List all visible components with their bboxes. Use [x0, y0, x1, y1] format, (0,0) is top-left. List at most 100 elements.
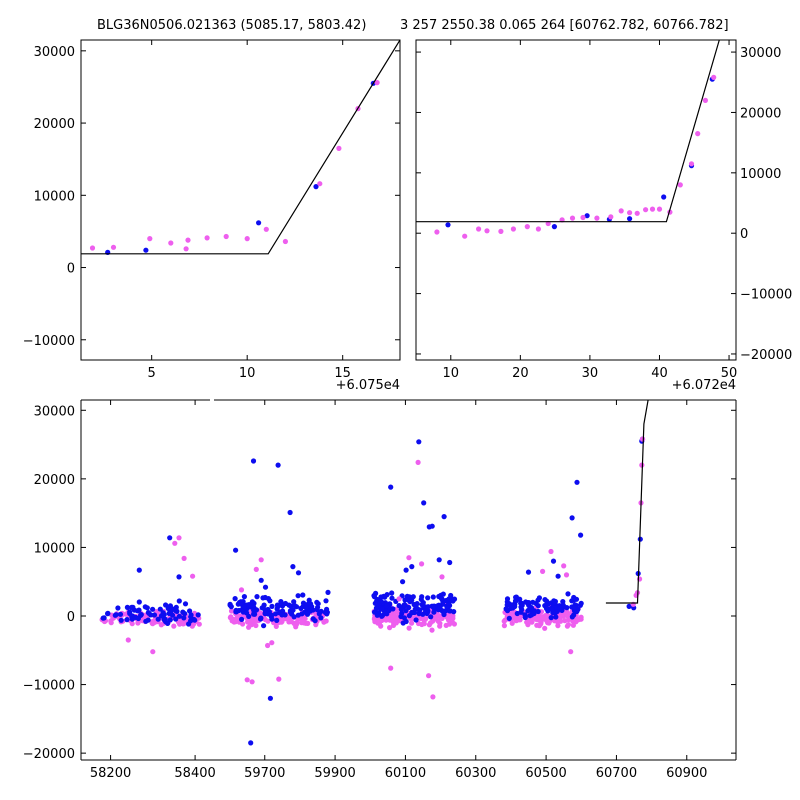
- bottom-series_a-point: [169, 612, 176, 618]
- bottom-series_b-point: [278, 619, 285, 625]
- bottom-plot-area: [99, 400, 649, 746]
- bottom-series_a-point: [549, 606, 555, 613]
- bottom-series_b-point: [540, 568, 546, 575]
- bottom-series_a-point: [514, 610, 520, 617]
- bottom-ytick-label: 10000: [34, 541, 75, 556]
- bottom-series_b-point: [562, 618, 568, 624]
- bottom-series_a-point: [303, 604, 309, 611]
- top-right-ytick-label: −20000: [740, 348, 792, 363]
- top-right-series_b-point: [569, 215, 576, 221]
- bottom-series_a-point: [528, 612, 535, 618]
- bottom-series_a-point: [136, 567, 142, 573]
- bottom-series_a-point: [371, 609, 378, 615]
- bottom-series_a-point: [173, 616, 179, 622]
- bottom-series_a-point: [180, 609, 186, 615]
- bottom-series_a-point: [373, 605, 379, 611]
- top-right-xtick-label: 10: [443, 366, 460, 381]
- bottom-series_a-point: [577, 602, 584, 608]
- bottom-series_a-point: [279, 612, 285, 618]
- top-left-series_b-point: [374, 80, 380, 86]
- top-left-series_a-point: [256, 220, 262, 226]
- top-left-ytick-label: 20000: [34, 117, 75, 132]
- top-left-ytick-label: 0: [67, 262, 75, 277]
- bottom-series_b-point: [570, 622, 577, 628]
- top-left-series_a-point: [143, 247, 149, 253]
- bottom-series_a-point: [176, 613, 182, 619]
- top-right-x-offset-label: +6.072e4: [672, 378, 736, 393]
- bottom-series_a-point: [257, 616, 264, 622]
- bottom-series_a-point: [441, 611, 447, 618]
- top-right-series_b-point: [618, 208, 624, 214]
- bottom-xtick-label: 60500: [525, 766, 566, 781]
- bottom-series_a-point: [535, 608, 541, 615]
- bottom-series_a-point: [300, 592, 306, 598]
- bottom-series_b-point: [639, 436, 646, 442]
- bottom-series_b-point: [265, 618, 271, 624]
- bottom-series_a-point: [517, 596, 523, 602]
- bottom-series_b-point: [439, 574, 445, 580]
- bottom-series_a-point: [239, 616, 245, 623]
- bottom-series_a-point: [258, 577, 264, 583]
- bottom-series_a-point: [574, 479, 580, 485]
- top-left-series_b-point: [244, 236, 250, 242]
- bottom-series_a-point: [503, 606, 509, 612]
- bottom-series_a-point: [388, 484, 394, 490]
- bottom-series_a-point: [192, 617, 198, 623]
- bottom-series_a-point: [430, 604, 436, 610]
- top-right-series_b-point: [580, 214, 586, 221]
- bottom-series_a-point: [626, 603, 632, 610]
- bottom-series_a-point: [155, 616, 161, 622]
- top-left-panel: 5 10 15 −10000 0 10000 20000 30000 +6.075e4: [23, 39, 401, 393]
- bottom-series_a-point: [274, 602, 280, 608]
- bottom-series_a-point: [163, 602, 169, 608]
- bottom-series_b-point: [265, 642, 271, 649]
- top-right-series_a-point: [551, 224, 558, 230]
- bottom-series_b-point: [445, 617, 452, 623]
- top-right-series_b-point: [649, 206, 656, 212]
- bottom-series_a-point: [530, 599, 536, 605]
- bottom-series_a-point: [314, 607, 320, 613]
- top-right-xtick-label: 30: [582, 366, 599, 381]
- top-right-ytick-label: 0: [740, 227, 748, 242]
- bottom-series_a-point: [416, 439, 422, 445]
- bottom-series_b-point: [322, 618, 328, 625]
- top-left-xtick-label: 15: [334, 366, 351, 381]
- bottom-series_a-point: [389, 590, 395, 596]
- bottom-series_a-point: [173, 608, 179, 614]
- top-right-series_b-point: [484, 228, 490, 234]
- top-right-axes-frame: [415, 39, 737, 361]
- bottom-series_b-point: [419, 621, 425, 628]
- bottom-series_a-point: [176, 574, 182, 580]
- bottom-series_a-point: [249, 599, 255, 605]
- bottom-series_a-point: [295, 593, 301, 599]
- bottom-series_b-point: [172, 540, 178, 546]
- bottom-series_a-point: [410, 594, 416, 600]
- bottom-series_b-point: [176, 535, 182, 541]
- top-right-series_b-point: [688, 161, 695, 167]
- bottom-series_b-point: [639, 462, 645, 468]
- bottom-series_b-point: [190, 573, 196, 579]
- bottom-series_b-point: [276, 676, 282, 682]
- top-left-ytick-label: 10000: [34, 189, 75, 204]
- bottom-series_a-point: [399, 610, 405, 616]
- bottom-series_a-point: [244, 610, 250, 616]
- bottom-series_a-point: [157, 606, 163, 612]
- bottom-series_a-point: [235, 601, 241, 607]
- bottom-series_a-point: [550, 558, 557, 564]
- bottom-series_a-point: [304, 611, 311, 617]
- bottom-series_a-point: [117, 611, 124, 617]
- bottom-series_b-point: [513, 618, 519, 624]
- bottom-series_a-point: [306, 600, 312, 606]
- top-left-series_b-point: [89, 245, 96, 251]
- top-left-axes-frame: [80, 39, 401, 361]
- bottom-xtick-label: 59700: [244, 766, 285, 781]
- bottom-series_a-point: [291, 602, 297, 609]
- top-right-ytick-label: −10000: [740, 288, 792, 303]
- top-left-series_b-point: [317, 181, 323, 187]
- top-left-x-offset-label: +6.075e4: [336, 378, 400, 393]
- bottom-series_b-point: [524, 619, 530, 625]
- bottom-series_a-point: [251, 607, 257, 613]
- bottom-series_a-point: [322, 609, 328, 616]
- bottom-series_a-point: [528, 605, 535, 611]
